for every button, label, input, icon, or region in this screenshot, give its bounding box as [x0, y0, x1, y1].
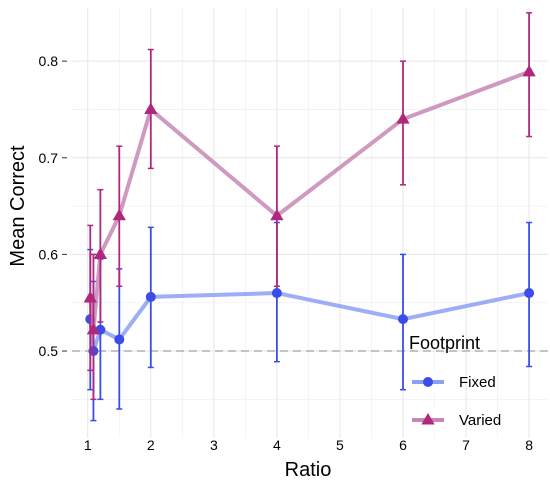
legend-marker	[423, 377, 433, 387]
x-axis-title: Ratio	[285, 459, 332, 481]
x-tick-label: 6	[399, 437, 407, 453]
y-tick-label: 0.8	[39, 53, 59, 69]
data-point	[114, 334, 124, 344]
x-tick-label: 3	[210, 437, 218, 453]
x-tick-label: 1	[84, 437, 92, 453]
y-tick-label: 0.7	[39, 150, 59, 166]
x-tick-label: 8	[525, 437, 533, 453]
x-tick-label: 4	[273, 437, 281, 453]
y-axis-title: Mean Correct	[7, 145, 29, 267]
legend-title: Footprint	[409, 333, 480, 353]
legend-label: Fixed	[459, 374, 496, 391]
x-tick-label: 7	[462, 437, 470, 453]
x-tick-label: 2	[147, 437, 155, 453]
data-point	[524, 288, 534, 298]
data-point	[272, 288, 282, 298]
y-tick-label: 0.5	[39, 343, 59, 359]
data-point	[146, 292, 156, 302]
legend-label: Varied	[459, 412, 501, 429]
x-tick-label: 5	[336, 437, 344, 453]
data-point	[398, 314, 408, 324]
y-tick-label: 0.6	[39, 246, 59, 262]
